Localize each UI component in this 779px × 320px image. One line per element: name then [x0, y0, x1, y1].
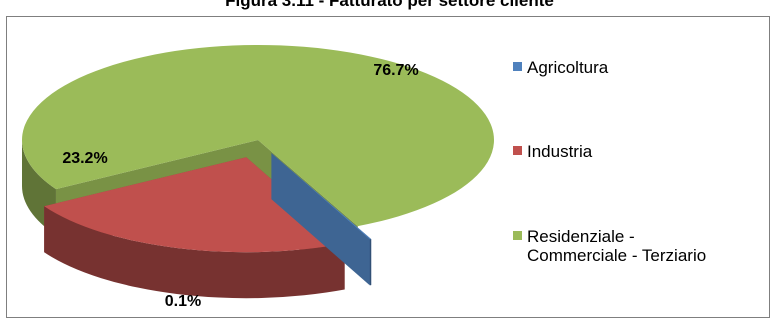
- pie-slice-agricoltura: [271, 153, 372, 286]
- pie-slices: [22, 45, 494, 299]
- pie-value-labels: 0.1% 23.2% 76.7%: [62, 62, 418, 310]
- legend-swatch: [513, 62, 522, 71]
- chart-title: Figura 3.11 - Fatturato per settore clie…: [225, 0, 554, 10]
- legend-item-residenziale-commerciale-terziario: Residenziale -Commerciale - Terziario: [513, 227, 706, 265]
- legend-label: Industria: [527, 142, 593, 161]
- legend-item-agricoltura: Agricoltura: [513, 58, 609, 77]
- pie-label-residenziale-commerciale-terziario: 76.7%: [373, 62, 418, 79]
- legend-item-industria: Industria: [513, 142, 593, 161]
- legend-label: Residenziale -: [527, 227, 635, 246]
- pie-label-industria: 23.2%: [62, 150, 107, 167]
- pie-slice-industria: [44, 157, 345, 299]
- chart-legend: Agricoltura Industria Residenziale -Commer…: [513, 58, 706, 265]
- legend-swatch: [513, 231, 522, 240]
- legend-label: Commerciale - Terziario: [527, 246, 706, 265]
- pie-label-agricoltura: 0.1%: [165, 293, 201, 310]
- legend-label: Agricoltura: [527, 58, 609, 77]
- legend-swatch: [513, 146, 522, 155]
